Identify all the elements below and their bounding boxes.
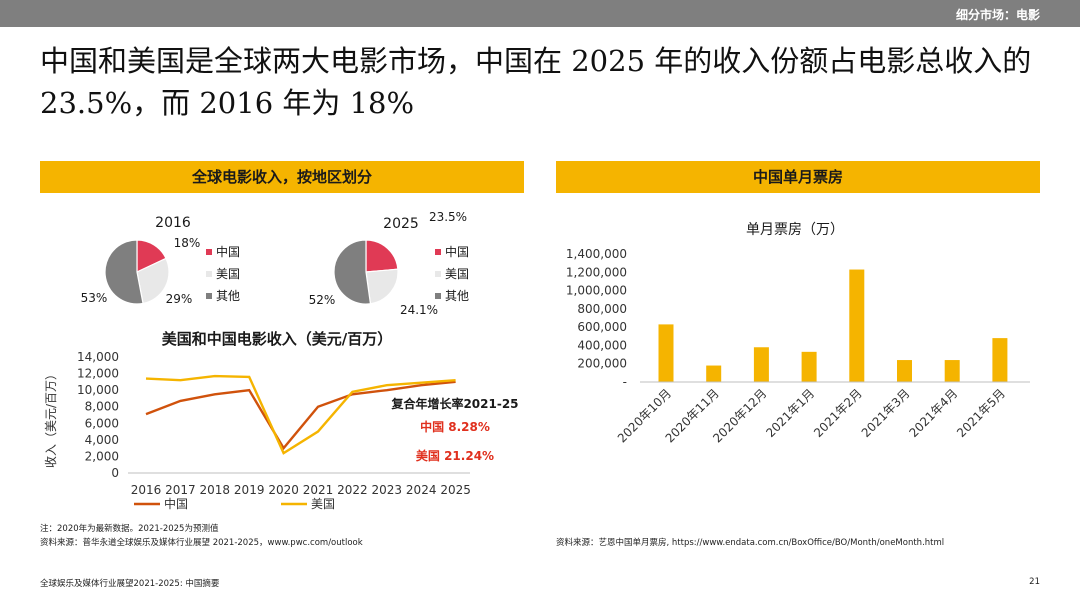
cagr-title: 复合年增长率2021-25 [390,396,518,411]
line-xtick-8: 2024 [406,483,437,497]
top-bar: 细分市场：电影 [0,0,1080,27]
left-notes: 注：2020年为最新数据。2021-2025为预测值 资料来源：普华永道全球娱乐… [40,522,363,550]
line-xtick-1: 2017 [165,483,196,497]
bar-3 [801,351,817,382]
bar-ytick-0: - [623,375,627,389]
right-note-1: 资料来源：艺恩中国单月票房, https://www.endata.com.cn… [556,538,945,548]
pie-legend-label-0-2: 其他 [216,289,240,303]
right-panel-title: 中国单月票房 [556,161,1040,193]
pie-legend-swatch-1-2 [435,293,441,299]
bar-ytick-1: 200,000 [577,357,627,371]
pie-slice-1-0 [365,239,399,273]
bar-ytick-6: 1,200,000 [566,265,627,279]
line-series-1 [145,374,456,455]
bar-0 [658,324,674,382]
pie-label-0-0: 18% [174,236,201,250]
bar-xtick-6: 2021年4月 [906,386,960,440]
bar-1 [706,365,722,382]
bar-6 [944,360,960,382]
bar-xtick-4: 2021年2月 [811,386,865,440]
pie-slice-1-2 [333,239,372,305]
page-number: 21 [1029,577,1040,587]
bar-ytick-7: 1,400,000 [566,247,627,261]
pie-label-1-2: 52% [309,293,336,307]
right-notes: 资料来源：艺恩中国单月票房, https://www.endata.com.cn… [556,536,944,550]
line-y-axis-label: 收入（美元/百万） [44,368,58,468]
line-xtick-6: 2022 [337,483,368,497]
line-series-0 [145,380,456,451]
line-ytick-0: 0 [111,466,119,480]
bar-5 [897,360,912,382]
bar-ytick-4: 800,000 [577,302,627,316]
left-panel-title: 全球电影收入，按地区划分 [40,161,524,193]
pie-legend-label-0-1: 美国 [216,267,240,281]
footer-title: 全球娱乐及媒体行业展望2021-2025: 中国摘要 [40,579,220,589]
line-ytick-6: 12,000 [77,367,119,381]
bar-ytick-5: 1,000,000 [566,284,627,298]
line-xtick-7: 2023 [372,483,403,497]
bar-xtick-7: 2021年5月 [954,386,1008,440]
line-ytick-5: 10,000 [77,383,119,397]
pie-legend-swatch-0-1 [206,271,212,277]
page-title: 中国和美国是全球两大电影市场，中国在 2025 年的收入份额占电影总收入的 23… [40,44,1032,120]
bar-ytick-3: 600,000 [577,320,627,334]
pie-label-1-1: 24.1% [400,303,438,317]
line-xtick-9: 2025 [440,483,471,497]
pie-legend-label-1-2: 其他 [445,289,469,303]
left-note-2: 资料来源：普华永道全球娱乐及媒体行业展望 2021-2025，www.pwc.c… [40,538,363,548]
pie-slice-0-1 [136,257,170,305]
line-ytick-3: 6,000 [85,416,119,430]
bar-2 [753,347,769,382]
bar-xtick-3: 2021年1月 [763,386,817,440]
line-xtick-3: 2019 [234,483,265,497]
bar-chart-title: 单月票房（万） [746,222,844,238]
line-xtick-0: 2016 [131,483,162,497]
pie-legend-label-1-0: 中国 [445,244,469,259]
bar-4 [849,269,865,382]
pie-legend-swatch-0-0 [206,249,212,255]
line-legend-label-1: 美国 [311,497,335,511]
pie-slice-1-1 [365,268,399,305]
line-ytick-7: 14,000 [77,350,119,364]
line-chart-title: 美国和中国电影收入（美元/百万） [162,330,392,348]
bar-ytick-2: 400,000 [577,338,627,352]
cagr-usa: 美国 21.24% [416,448,494,463]
line-legend-label-0: 中国 [164,496,188,511]
line-xtick-4: 2020 [268,483,299,497]
line-xtick-5: 2021 [303,483,334,497]
pie-legend-swatch-0-2 [206,293,212,299]
left-note-1: 注：2020年为最新数据。2021-2025为预测值 [40,524,219,534]
bar-xtick-5: 2021年3月 [859,386,913,440]
line-ytick-1: 2,000 [85,449,119,463]
pie-legend-swatch-1-1 [435,271,441,277]
bar-7 [992,338,1008,382]
pie-slice-0-2 [104,239,144,305]
line-xtick-2: 2018 [200,483,231,497]
pie-title-1: 2025 [383,216,419,232]
pie-legend-swatch-1-0 [435,249,441,255]
line-ytick-2: 4,000 [85,433,119,447]
section-label: 细分市场：电影 [955,8,1040,22]
cagr-china: 中国 8.28% [420,419,490,434]
pie-legend-label-0-0: 中国 [216,244,240,259]
pie-label-0-2: 53% [81,291,108,305]
pie-label-1-0: 23.5% [429,210,467,224]
line-ytick-4: 8,000 [85,400,119,414]
pie-legend-label-1-1: 美国 [445,267,469,281]
pie-label-0-1: 29% [166,292,193,306]
pie-title-0: 2016 [155,215,191,231]
